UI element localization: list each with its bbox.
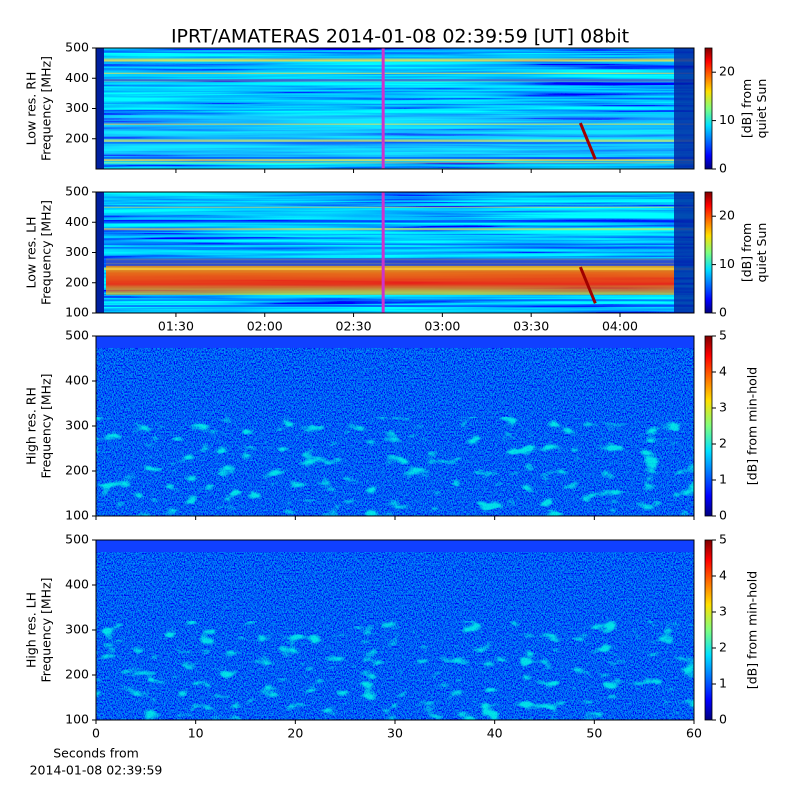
x-tick-label: 03:00 <box>424 319 460 334</box>
colorbar-label: [dB] from min-hold <box>745 367 760 485</box>
colorbar-tick-label: 1 <box>719 676 727 691</box>
colorbar-tick-label: 0 <box>719 712 727 727</box>
colorbar-tick-label: 3 <box>719 400 727 415</box>
x-tick-label: 10 <box>188 726 204 741</box>
y-axis-label: High res. LH <box>24 592 39 668</box>
y-axis-label: High res. RH <box>24 387 39 465</box>
y-tick-label: 500 <box>65 184 89 199</box>
heatmap-edge <box>674 48 694 169</box>
colorbar-label: [dB] from min-hold <box>745 571 760 689</box>
y-axis-label: Frequency [MHz] <box>39 200 54 305</box>
y-tick-label: 400 <box>65 214 89 229</box>
colorbar-tick-label: 3 <box>719 604 727 619</box>
colorbar-tick-label: 0 <box>719 508 727 523</box>
y-tick-label: 400 <box>65 577 89 592</box>
x-tick-label: 02:00 <box>247 319 283 334</box>
y-tick-label: 100 <box>65 305 89 320</box>
y-axis-label: Frequency [MHz] <box>39 56 54 161</box>
colorbar-tick-label: 10 <box>719 112 735 127</box>
heatmap-edge <box>96 48 104 169</box>
y-tick-label: 100 <box>65 508 89 523</box>
heatmap-edge <box>96 192 104 313</box>
heatmap <box>96 48 694 169</box>
colorbar-tick-label: 1 <box>719 472 727 487</box>
y-tick-label: 300 <box>65 100 89 115</box>
colorbar <box>704 335 713 517</box>
x-tick-label: 20 <box>287 726 303 741</box>
burst <box>578 266 597 304</box>
colorbar-tick-label: 5 <box>719 532 727 547</box>
y-tick-label: 200 <box>65 463 89 478</box>
heatmap-blobs <box>96 621 694 720</box>
y-tick-label: 300 <box>65 244 89 259</box>
y-tick-label: 500 <box>65 40 89 55</box>
x-tick-label: 03:30 <box>513 319 549 334</box>
colorbar-tick-label: 0 <box>719 305 727 320</box>
x-tick-label: 04:00 <box>602 319 638 334</box>
heatmap-texture <box>96 192 694 313</box>
heatmap-band <box>96 114 694 157</box>
colorbar-label: quiet Sun <box>754 223 769 283</box>
y-tick-label: 200 <box>65 130 89 145</box>
heatmap <box>96 192 694 313</box>
colorbar-tick-label: 2 <box>719 436 727 451</box>
y-axis-label: Low res. LH <box>24 217 39 289</box>
colorbar-tick-label: 20 <box>719 64 735 79</box>
x-axis-label: 2014-01-08 02:39:59 <box>30 763 163 778</box>
x-tick-label: 0 <box>92 726 100 741</box>
y-axis-label: Low res. RH <box>24 72 39 146</box>
y-axis-label: Frequency [MHz] <box>39 373 54 478</box>
y-tick-label: 200 <box>65 274 89 289</box>
y-tick-label: 300 <box>65 418 89 433</box>
heatmap <box>96 540 694 720</box>
colorbar <box>704 47 713 170</box>
colorbar <box>704 539 713 721</box>
colorbar-label: [dB] from <box>739 79 754 138</box>
x-tick-label: 40 <box>487 726 503 741</box>
colorbar-tick-label: 2 <box>719 640 727 655</box>
y-tick-label: 400 <box>65 70 89 85</box>
x-tick-label: 60 <box>686 726 702 741</box>
y-tick-label: 500 <box>65 328 89 343</box>
heatmap-edge <box>674 192 694 313</box>
colorbar <box>704 191 713 314</box>
colorbar-tick-label: 20 <box>719 208 735 223</box>
colorbar-tick-label: 10 <box>719 256 735 271</box>
colorbar-tick-label: 4 <box>719 364 727 379</box>
x-axis-label: Seconds from <box>53 746 139 761</box>
y-tick-label: 100 <box>65 712 89 727</box>
colorbar-tick-label: 4 <box>719 568 727 583</box>
y-tick-label: 300 <box>65 622 89 637</box>
heatmap-blobs <box>96 417 694 516</box>
colorbar-tick-label: 5 <box>719 328 727 343</box>
colorbar-label: [dB] from <box>739 223 754 282</box>
y-tick-label: 500 <box>65 532 89 547</box>
colorbar-tick-label: 0 <box>719 161 727 176</box>
heatmap <box>96 336 694 516</box>
heatmap-texture <box>96 48 694 169</box>
heatmap-top <box>96 540 694 552</box>
y-tick-label: 400 <box>65 373 89 388</box>
x-tick-label: 30 <box>387 726 403 741</box>
heatmap-top <box>96 336 694 348</box>
y-axis-label: Frequency [MHz] <box>39 577 54 682</box>
x-tick-label: 50 <box>586 726 602 741</box>
burst <box>578 122 597 160</box>
x-tick-label: 01:30 <box>158 319 194 334</box>
x-tick-label: 02:30 <box>336 319 372 334</box>
colorbar-label: quiet Sun <box>754 79 769 139</box>
y-tick-label: 200 <box>65 667 89 682</box>
figure-title: IPRT/AMATERAS 2014-01-08 02:39:59 [UT] 0… <box>171 26 629 48</box>
